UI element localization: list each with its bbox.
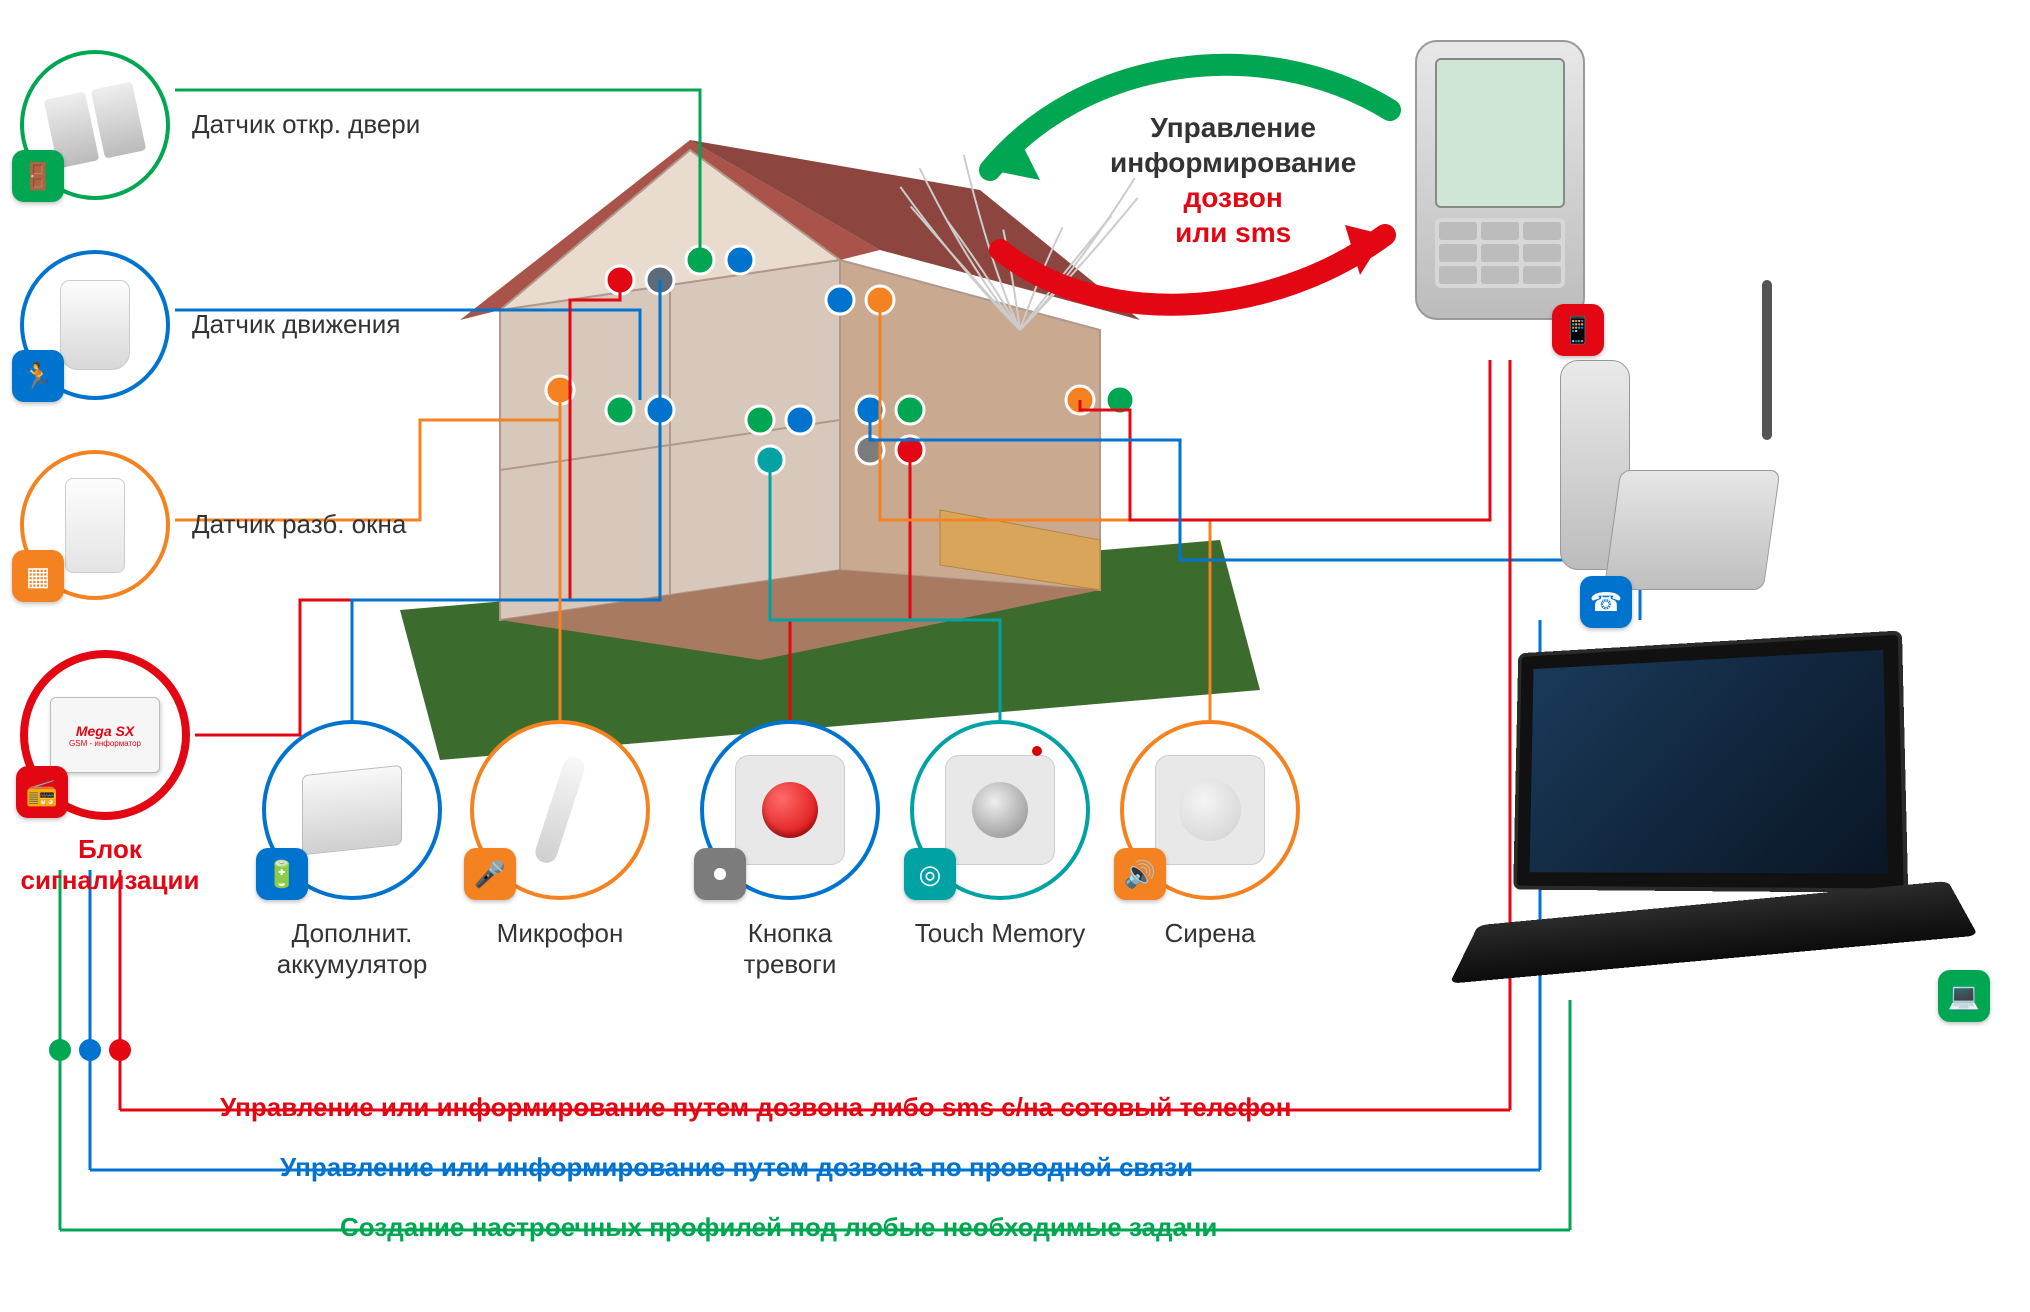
house-sensor-dot xyxy=(826,286,854,314)
panic-button: ⏺ Кнопкатревоги xyxy=(700,720,880,980)
bus-dot xyxy=(109,1039,131,1061)
siren-label: Сирена xyxy=(1164,918,1255,949)
panic-button-badge-icon: ⏺ xyxy=(694,848,746,900)
touch-memory-circle: ◎ xyxy=(910,720,1090,900)
landline-phone-badge-icon: ☎ xyxy=(1580,576,1632,628)
motion-sensor-label: Датчик движения xyxy=(192,309,400,340)
laptop: 💻 xyxy=(1430,640,1990,1000)
battery: 🔋 Дополнит.аккумулятор xyxy=(262,720,442,980)
door-sensor: 🚪 Датчик откр. двери xyxy=(20,50,420,200)
alarm-block: Mega SXGSM - информатор📻 xyxy=(20,650,190,820)
bus-red-label: Управление или информирование путем дозв… xyxy=(220,1092,1291,1123)
alarm-block-badge-icon: 📻 xyxy=(16,766,68,818)
motion-sensor-circle: 🏃 xyxy=(20,250,170,400)
house-sensor-dot xyxy=(746,406,774,434)
panic-button-circle: ⏺ xyxy=(700,720,880,900)
bus-dot xyxy=(49,1039,71,1061)
battery-label: Дополнит.аккумулятор xyxy=(277,918,428,980)
control-text: Управлениеинформированиедозвонили sms xyxy=(1110,110,1356,250)
door-sensor-label: Датчик откр. двери xyxy=(192,109,420,140)
glass-sensor-badge-icon: ▦ xyxy=(12,550,64,602)
touch-memory: ◎ Touch Memory xyxy=(910,720,1090,949)
panic-button-label: Кнопкатревоги xyxy=(744,918,837,980)
siren-circle: 🔊 xyxy=(1120,720,1300,900)
motion-sensor-badge-icon: 🏃 xyxy=(12,350,64,402)
glass-sensor: ▦ Датчик разб. окна xyxy=(20,450,406,600)
alarm-block-circle: Mega SXGSM - информатор📻 xyxy=(20,650,190,820)
bus-green-label: Создание настроечных профилей под любые … xyxy=(340,1212,1217,1243)
door-sensor-badge-icon: 🚪 xyxy=(12,150,64,202)
laptop-badge-icon: 💻 xyxy=(1938,970,1990,1022)
siren-badge-icon: 🔊 xyxy=(1114,848,1166,900)
siren: 🔊 Сирена xyxy=(1120,720,1300,949)
glass-sensor-label: Датчик разб. окна xyxy=(192,509,406,540)
glass-sensor-circle: ▦ xyxy=(20,450,170,600)
alarm-block-label: Блоксигнализации xyxy=(10,834,210,896)
house-sensor-dot xyxy=(726,246,754,274)
door-sensor-circle: 🚪 xyxy=(20,50,170,200)
battery-badge-icon: 🔋 xyxy=(256,848,308,900)
mobile-phone-graphic xyxy=(1415,40,1585,320)
landline-phone: ☎ xyxy=(1560,320,1780,600)
house-sensor-dot xyxy=(686,246,714,274)
microphone: 🎤 Микрофон xyxy=(470,720,650,949)
bus-dot xyxy=(79,1039,101,1061)
house-sensor-dot xyxy=(786,406,814,434)
landline-phone-graphic xyxy=(1560,320,1780,600)
bus-blue-label: Управление или информирование путем дозв… xyxy=(280,1152,1193,1183)
touch-memory-badge-icon: ◎ xyxy=(904,848,956,900)
laptop-graphic xyxy=(1430,640,1990,1000)
motion-sensor: 🏃 Датчик движения xyxy=(20,250,400,400)
mobile-phone: 📱 xyxy=(1400,40,1600,340)
touch-memory-label: Touch Memory xyxy=(915,918,1086,949)
house-sensor-dot xyxy=(606,396,634,424)
microphone-label: Микрофон xyxy=(497,918,624,949)
house-sensor-dot xyxy=(896,396,924,424)
battery-circle: 🔋 xyxy=(262,720,442,900)
microphone-circle: 🎤 xyxy=(470,720,650,900)
microphone-badge-icon: 🎤 xyxy=(464,848,516,900)
